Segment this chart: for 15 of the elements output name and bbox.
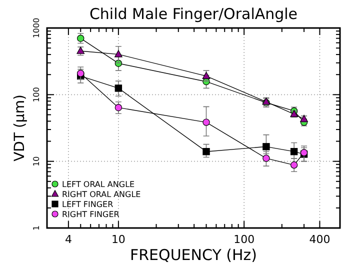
legend-label: LEFT ORAL ANGLE — [62, 180, 135, 189]
x-tick-label: 100 — [234, 233, 255, 246]
y-tick-label: 1 — [32, 225, 41, 231]
x-tick-label: 4 — [64, 233, 72, 246]
y-axis-title: VDT (μm) — [12, 94, 28, 162]
legend-label: RIGHT FINGER — [62, 210, 120, 219]
x-axis-title: FREQUENCY (Hz) — [130, 246, 258, 264]
chart-title: Child Male Finger/OralAngle — [89, 5, 298, 23]
legend-label: RIGHT ORAL ANGLE — [62, 190, 141, 199]
y-tick-label: 100 — [32, 87, 41, 102]
y-tick-label: 10 — [32, 156, 41, 166]
legend-label: LEFT FINGER — [62, 200, 114, 209]
x-tick-label: 400 — [309, 233, 330, 246]
x-tick-label: 10 — [111, 233, 126, 246]
y-tick-label: 1000 — [32, 18, 41, 38]
